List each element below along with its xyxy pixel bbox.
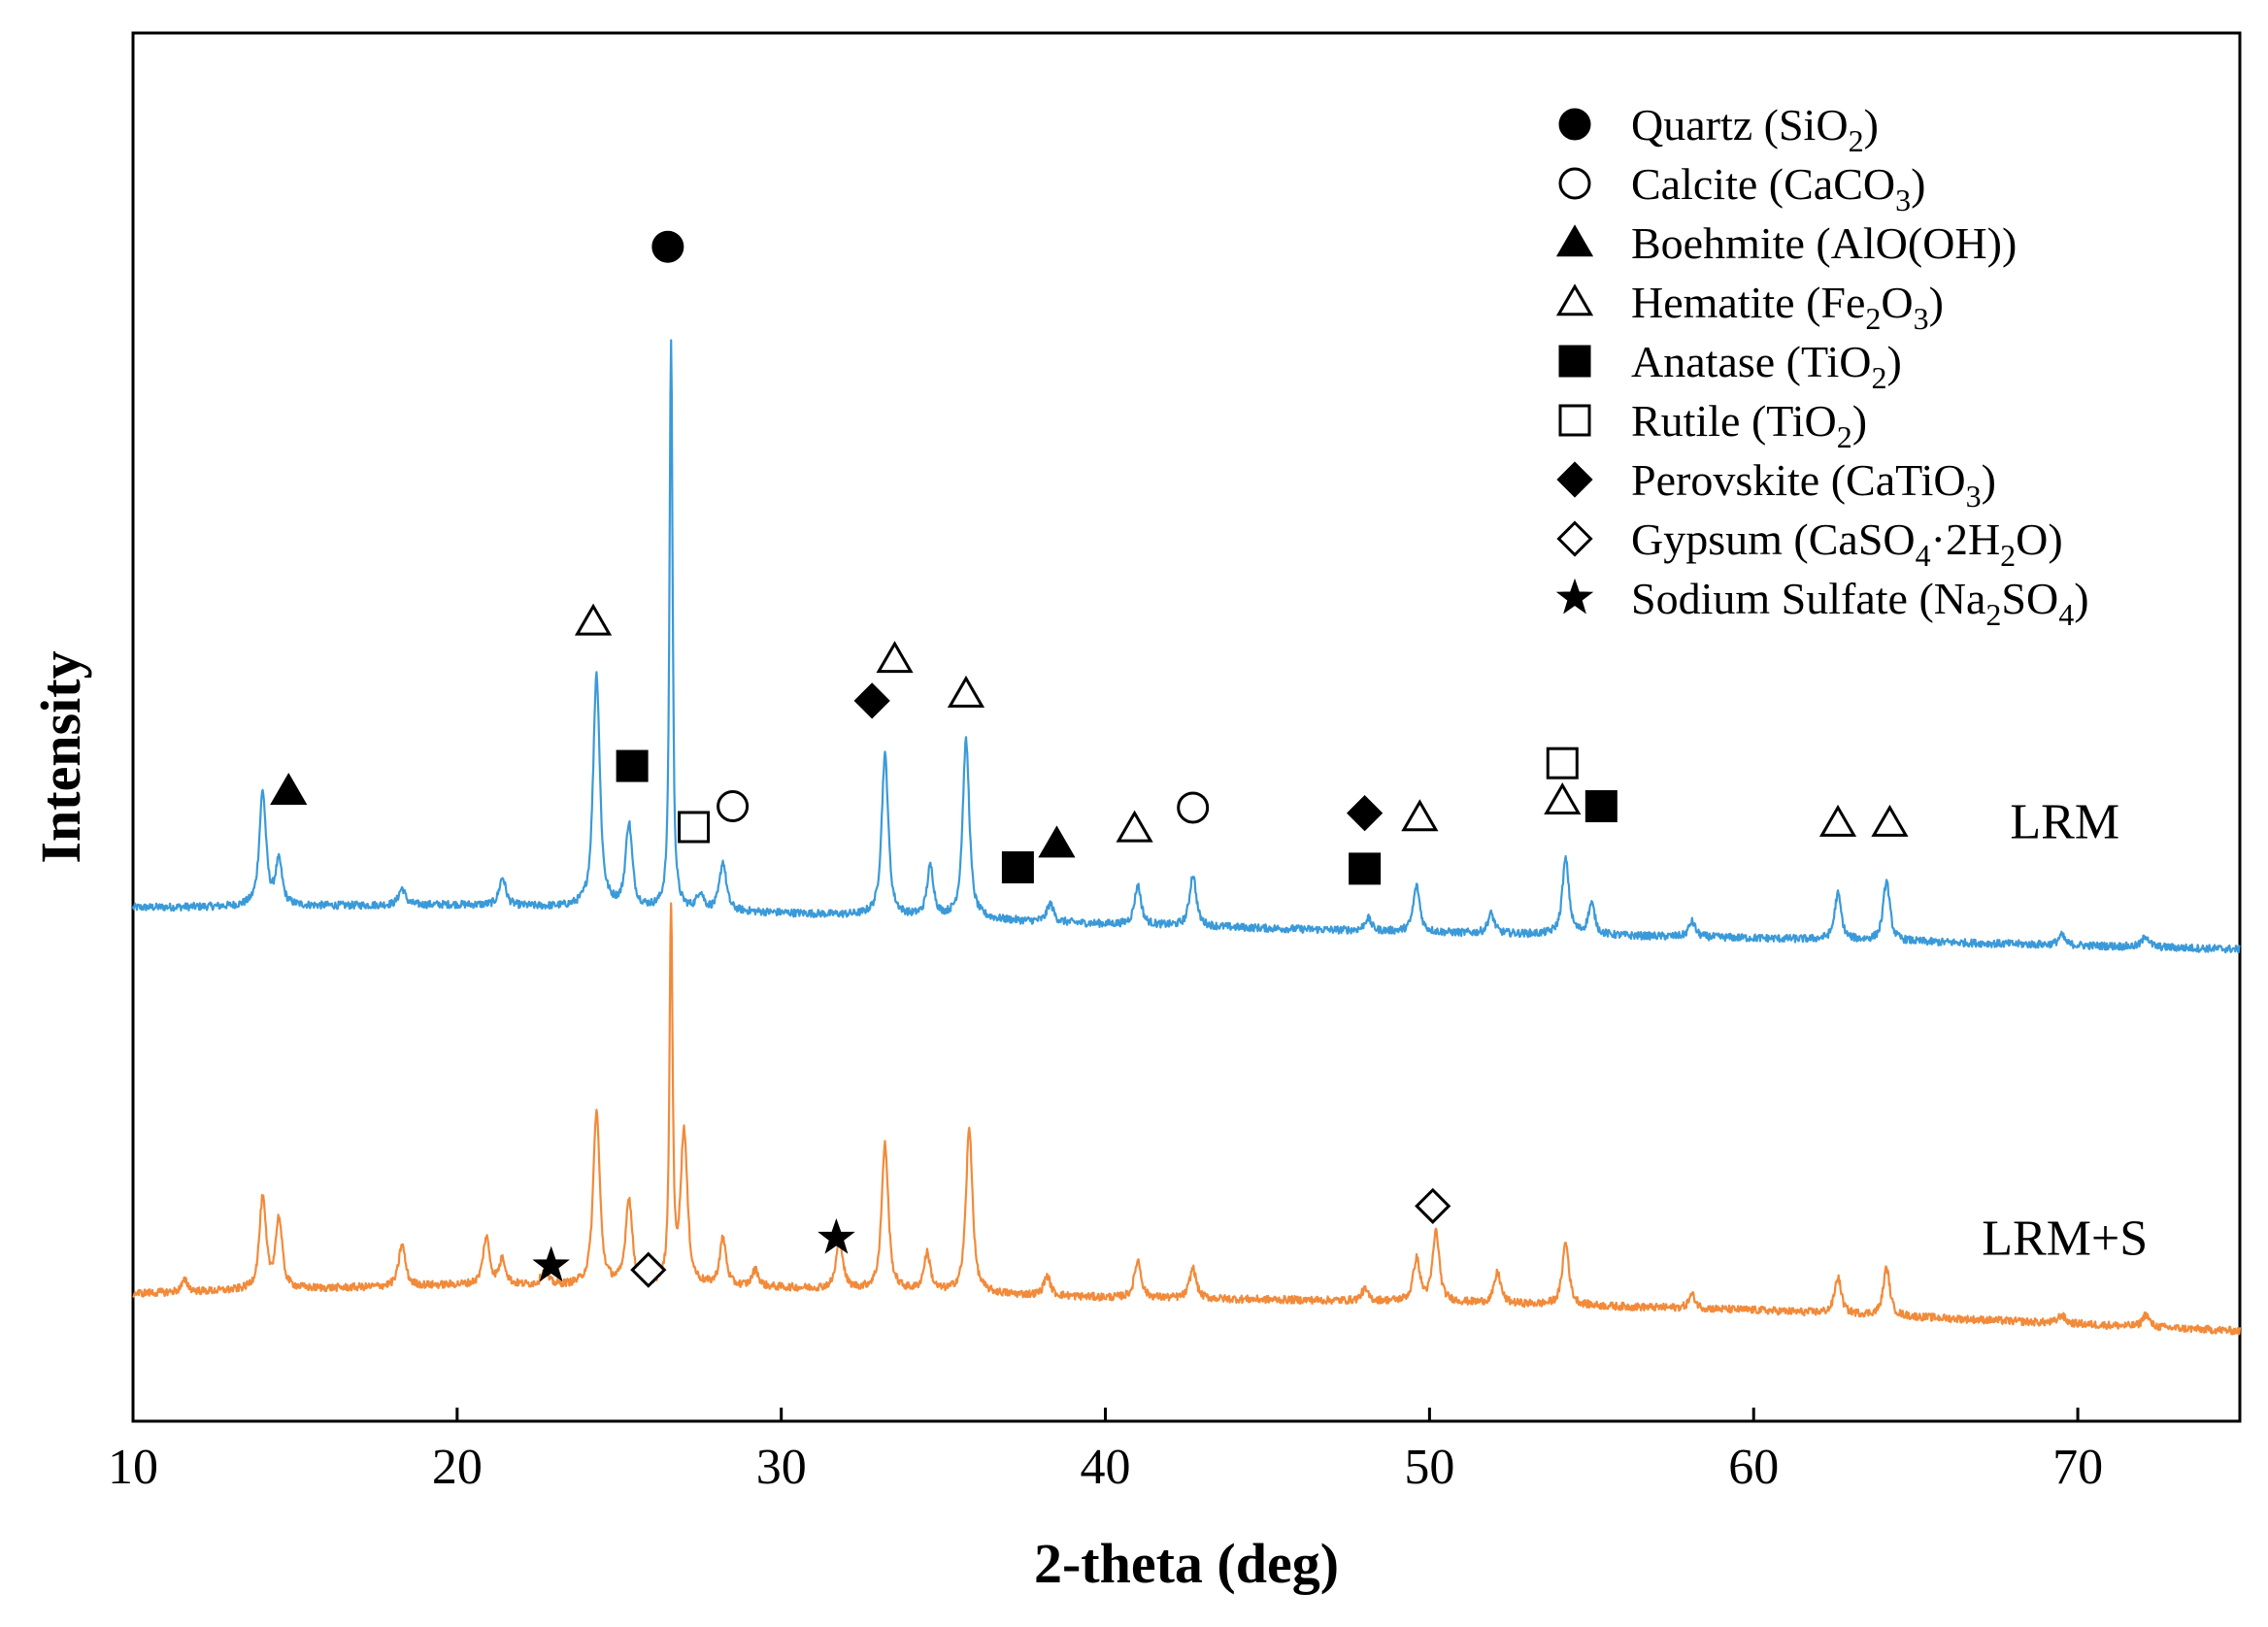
filled-diamond-marker <box>1556 461 1593 498</box>
series-line-lrm-s <box>132 902 2242 1336</box>
open-square-marker <box>1546 747 1579 780</box>
legend-label: Perovskite (CaTiO3) <box>1631 455 1996 514</box>
x-tick-label: 70 <box>2052 1440 2103 1495</box>
star-marker <box>817 1217 855 1254</box>
legend-label: Calcite (CaCO3) <box>1631 159 1925 217</box>
legend-label: Quartz (SiO2) <box>1631 100 1879 158</box>
series-layer <box>131 339 2242 1336</box>
open-triangle-marker <box>1544 782 1582 815</box>
open-triangle-marker <box>947 675 985 708</box>
x-axis-ticks: 10 20 30 40 50 60 70 <box>108 1408 2103 1495</box>
open-triangle-marker <box>1818 804 1857 837</box>
x-tick-label: 40 <box>1081 1440 1131 1495</box>
open-square-marker <box>1558 404 1591 437</box>
legend-label: Rutile (TiO2) <box>1631 396 1867 454</box>
filled-triangle-marker <box>1555 224 1594 257</box>
open-square-marker <box>678 811 711 844</box>
open-triangle-marker <box>876 641 914 674</box>
star-marker <box>532 1245 570 1282</box>
open-triangle-marker <box>1401 799 1439 832</box>
open-triangle-marker <box>574 603 613 636</box>
annotation-layer <box>270 230 1909 1288</box>
open-circle-marker <box>1558 167 1591 200</box>
filled-square-marker <box>616 749 649 782</box>
open-circle-marker <box>1177 791 1210 824</box>
legend-label: Boehmite (AlO(OH)) <box>1631 218 2017 268</box>
series-labels: LRM LRM+S <box>1982 794 2148 1266</box>
open-diamond-marker <box>1415 1187 1451 1224</box>
filled-circle-marker <box>651 230 684 263</box>
filled-square-marker <box>1558 345 1591 378</box>
x-tick-label: 10 <box>108 1440 158 1495</box>
filled-square-marker <box>1001 850 1034 883</box>
star-marker <box>1555 578 1594 614</box>
open-triangle-marker <box>1116 810 1153 843</box>
filled-diamond-marker <box>1346 795 1384 832</box>
filled-circle-marker <box>1558 108 1591 141</box>
filled-triangle-marker <box>1038 825 1076 858</box>
x-tick-label: 60 <box>1728 1440 1779 1495</box>
open-diamond-marker <box>1556 520 1593 557</box>
series-label: LRM+S <box>1982 1211 2148 1266</box>
y-axis-title: Intensity <box>29 650 92 863</box>
x-tick-label: 50 <box>1404 1440 1454 1495</box>
x-tick-label: 30 <box>756 1440 807 1495</box>
legend-label: Anatase (TiO2) <box>1631 337 1902 395</box>
open-circle-marker <box>717 790 750 823</box>
open-diamond-marker <box>630 1251 667 1288</box>
open-triangle-marker <box>1871 804 1909 837</box>
legend: Quartz (SiO2)Calcite (CaCO3)Boehmite (Al… <box>1555 100 2089 632</box>
series-line-lrm <box>131 339 2241 954</box>
plot-frame <box>131 31 2242 1423</box>
x-axis-title: 2-theta (deg) <box>1034 1532 1339 1595</box>
legend-label: Gypsum (CaSO4·2H2O) <box>1631 515 2063 573</box>
legend-label: Hematite (Fe2O3) <box>1631 278 1944 336</box>
filled-square-marker <box>1584 790 1618 823</box>
filled-square-marker <box>1349 852 1382 885</box>
filled-triangle-marker <box>270 773 308 806</box>
x-tick-label: 20 <box>432 1440 483 1495</box>
open-triangle-marker <box>1555 283 1594 316</box>
legend-label: Sodium Sulfate (Na2SO4) <box>1631 574 2089 632</box>
series-label: LRM <box>2010 794 2119 849</box>
filled-diamond-marker <box>853 682 890 719</box>
